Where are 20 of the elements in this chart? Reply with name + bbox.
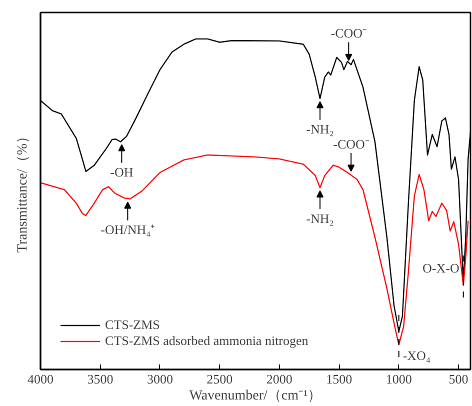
annotation: -NH₂	[306, 122, 334, 137]
x-tick-label: 1500	[326, 372, 352, 386]
x-tick-label: 1000	[386, 372, 412, 386]
annotation: -OH/NH₄⁺	[100, 222, 155, 238]
annotation: -NH₂	[306, 210, 334, 226]
legend-label: CTS-ZMS adsorbed ammonia nitrogen	[105, 333, 308, 349]
y-axis-title: Transmittance/（%）	[16, 129, 30, 253]
legend-label: CTS-ZMS	[105, 317, 160, 333]
x-axis-title: Wavenumber/（cm⁻¹）	[189, 388, 322, 404]
x-tick-label: 3000	[146, 372, 173, 386]
annotation: -OH	[110, 164, 134, 180]
annotation: -COO⁻	[330, 26, 367, 41]
annotation: O-X-O	[422, 260, 460, 276]
x-tick-label: 500	[448, 372, 468, 386]
annotation: -XO₄	[402, 348, 431, 364]
x-tick-label: 4000	[28, 372, 54, 386]
x-tick-label: 2500	[206, 372, 233, 386]
x-tick-label: 3500	[87, 372, 114, 386]
x-tick-label: 2000	[266, 372, 292, 386]
annotation: -COO⁻	[333, 136, 369, 152]
